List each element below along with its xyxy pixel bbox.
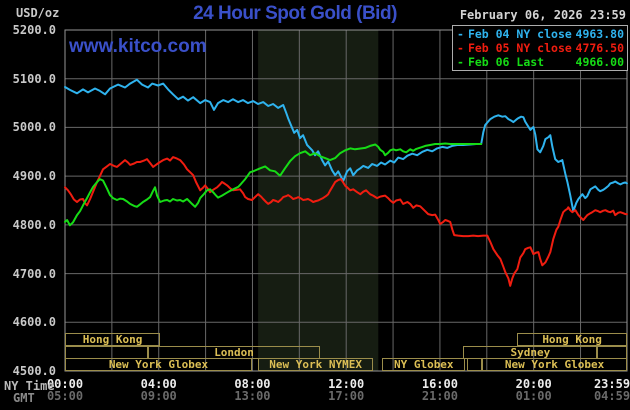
legend-value: 4966.00 xyxy=(575,54,624,69)
session-bar xyxy=(65,345,148,359)
session-bar xyxy=(597,345,627,359)
series-line-feb04 xyxy=(64,78,628,213)
chart-datetime: February 06, 2026 23:59 xyxy=(459,8,626,22)
x-axis-label-gmt: 09:00 xyxy=(140,389,177,403)
y-axis-label: 4900.0 xyxy=(12,169,56,184)
series-line-feb06 xyxy=(64,142,483,227)
session-bar-london: London xyxy=(147,345,321,359)
legend-row-feb06: - Feb 06 Last 4966.00 xyxy=(457,54,624,69)
session-bar-ny-globex: NY Globex xyxy=(382,358,466,371)
x-axis-label-ny: 04:00 xyxy=(140,377,177,391)
legend-label: Feb 06 Last xyxy=(467,54,545,69)
gmt-axis-label: GMT xyxy=(13,391,35,405)
legend-label: Feb 05 NY close xyxy=(467,40,572,55)
session-bar xyxy=(467,358,483,371)
x-axis-label-ny: 08:00 xyxy=(234,377,271,391)
y-axis-label: 4800.0 xyxy=(12,217,56,232)
series-line-feb05 xyxy=(64,156,628,287)
y-axis-label: 4600.0 xyxy=(12,315,56,330)
feb04-line-sample-icon: - xyxy=(457,26,464,41)
legend: - Feb 04 NY close 4963.80 - Feb 05 NY clos… xyxy=(452,25,628,71)
legend-label: Feb 04 NY close xyxy=(467,26,572,41)
feb06-line-sample-icon: - xyxy=(457,54,464,69)
session-bar-new-york-globex: New York Globex xyxy=(482,358,627,371)
y-axis-label: 5200.0 xyxy=(12,23,56,37)
x-axis-label-gmt: 21:00 xyxy=(421,389,458,403)
legend-value: 4963.80 xyxy=(575,26,624,41)
ny-time-axis-label: NY Time xyxy=(4,379,55,393)
x-axis-label-gmt: 04:59 xyxy=(593,389,630,403)
x-axis-label-gmt: 17:00 xyxy=(328,389,365,403)
y-axis-label: 5100.0 xyxy=(12,71,56,86)
feb05-line-sample-icon: - xyxy=(457,40,464,55)
x-axis-label-gmt: 13:00 xyxy=(234,389,271,403)
price-units-label: USD/oz xyxy=(16,6,60,20)
x-axis-label-ny: 20:00 xyxy=(515,377,552,391)
y-axis-label: 4500.0 xyxy=(12,364,56,378)
x-axis-label-gmt: 01:00 xyxy=(515,389,552,403)
x-axis-label-ny: 16:00 xyxy=(421,377,458,391)
y-axis-label: 5000.0 xyxy=(12,120,56,135)
x-axis-label-ny: 00:00 xyxy=(46,377,84,391)
session-bar-hong-kong: Hong Kong xyxy=(65,333,161,346)
x-axis-label-gmt: 05:00 xyxy=(46,389,84,403)
kitco-watermark-link[interactable]: www.kitco.com xyxy=(69,36,207,57)
y-axis-label: 4700.0 xyxy=(12,266,56,281)
x-axis-label-ny: 12:00 xyxy=(328,377,365,391)
session-bar-new-york-nymex: New York NYMEX xyxy=(258,358,374,371)
legend-row-feb05: - Feb 05 NY close 4776.50 xyxy=(457,40,624,55)
legend-row-feb04: - Feb 04 NY close 4963.80 xyxy=(457,26,624,41)
session-bar-sydney: Sydney xyxy=(463,345,598,359)
legend-value: 4776.50 xyxy=(575,40,624,55)
session-bar-new-york-globex: New York Globex xyxy=(65,358,252,371)
session-bar-hong-kong: Hong Kong xyxy=(517,333,627,346)
plot-border xyxy=(64,29,628,372)
chart-title: 24 Hour Spot Gold (Bid) xyxy=(193,3,397,24)
x-axis-label-ny: 23:59 xyxy=(593,377,630,391)
